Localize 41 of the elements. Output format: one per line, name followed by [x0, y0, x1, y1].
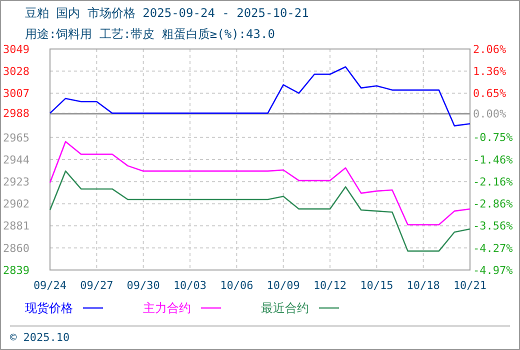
y-tick-label: 2944 — [3, 153, 30, 166]
line-series — [49, 66, 471, 126]
y2-tick-label: 0.00% — [473, 108, 506, 121]
y-tick-label: 2923 — [3, 175, 30, 188]
text: © 2025.10 — [10, 331, 70, 344]
x-tick-label: 09/27 — [80, 279, 114, 292]
y-tick-label: 3049 — [3, 42, 30, 56]
y2-tick-label: 2.06% — [473, 42, 506, 56]
legend-label: 现货价格 — [25, 301, 73, 315]
y-tick-label: 2988 — [3, 107, 30, 120]
x-tick-label: 10/18 — [406, 279, 440, 292]
x-tick-label: 09/24 — [33, 279, 67, 292]
y2-tick-label: -1.46% — [473, 154, 514, 167]
legend-label: 主力合约 — [143, 301, 191, 315]
y-tick-label: 3028 — [3, 64, 30, 78]
x-tick-label: 10/09 — [266, 279, 300, 292]
y2-tick-label: -4.27% — [473, 242, 514, 255]
y2-tick-label: 0.65% — [473, 87, 506, 100]
y2-tick-label: -4.97% — [473, 264, 514, 277]
y-tick-label: 2881 — [3, 220, 30, 233]
x-tick-label: 10/03 — [173, 279, 207, 292]
y2-tick-label: -2.86% — [473, 198, 514, 211]
x-tick-label: 10/15 — [360, 279, 394, 292]
line-series — [49, 170, 471, 252]
x-tick-label: 10/12 — [313, 279, 347, 292]
x-tick-label: 10/21 — [453, 279, 487, 292]
y2-tick-label: -3.56% — [473, 220, 514, 233]
y2-tick-label: 1.36% — [473, 64, 506, 78]
line-series — [49, 140, 471, 226]
x-tick-label: 09/30 — [126, 279, 160, 292]
y-tick-label: 2965 — [3, 131, 30, 144]
y-tick-label: 2860 — [3, 242, 30, 255]
y2-tick-label: -2.16% — [473, 176, 514, 189]
y-tick-label: 2839 — [3, 264, 30, 277]
y-tick-label: 3007 — [3, 87, 30, 100]
chart-subtitle: 用途:饲料用 工艺:带皮 粗蛋白质≥(%):43.0 — [25, 27, 275, 41]
y2-tick-label: -0.75% — [473, 131, 514, 144]
legend-label: 最近合约 — [261, 301, 309, 315]
chart-title: 豆粕 国内 市场价格 2025-09-24 - 2025-10-21 — [25, 6, 309, 20]
x-tick-label: 10/06 — [220, 279, 254, 292]
y-tick-label: 2902 — [3, 198, 30, 211]
